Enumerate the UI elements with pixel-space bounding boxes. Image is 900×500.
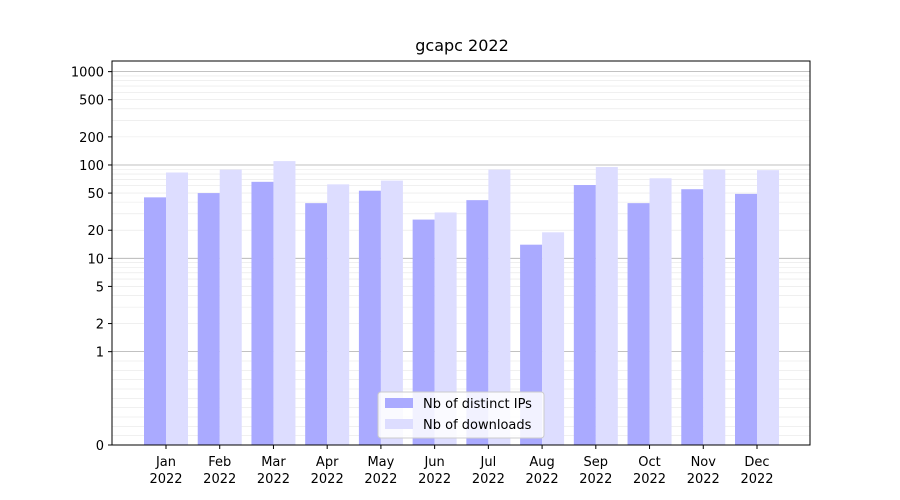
y-tick-label: 100	[79, 159, 104, 174]
bar-distinct-ips	[144, 197, 166, 445]
x-tick-label-month: Jan	[155, 455, 176, 470]
x-tick-label-month: Aug	[529, 455, 554, 470]
bar-downloads	[219, 169, 242, 445]
legend-label: Nb of downloads	[423, 418, 532, 433]
x-tick-label-year: 2022	[149, 472, 182, 487]
y-tick-label: 1	[96, 346, 104, 361]
bar-downloads	[649, 178, 672, 445]
y-tick-label: 1000	[71, 66, 104, 81]
bar-downloads	[327, 184, 350, 445]
x-tick-label-month: Feb	[208, 455, 231, 470]
x-tick-label-year: 2022	[311, 472, 344, 487]
bar-downloads	[166, 172, 188, 446]
y-tick-label: 0	[96, 439, 104, 454]
x-tick-label-year: 2022	[687, 472, 720, 487]
legend-label: Nb of distinct IPs	[423, 397, 532, 412]
bar-downloads	[542, 232, 565, 445]
x-tick-label-year: 2022	[740, 472, 773, 487]
x-tick-label-year: 2022	[526, 472, 559, 487]
bar-distinct-ips	[627, 203, 650, 445]
x-tick-label-month: Apr	[316, 455, 339, 470]
legend-swatch	[385, 419, 413, 429]
x-tick-label-year: 2022	[472, 472, 505, 487]
y-tick-label: 50	[87, 187, 104, 202]
bar-distinct-ips	[681, 189, 704, 445]
chart-title: gcapc 2022	[415, 36, 509, 55]
bar-distinct-ips	[251, 181, 274, 445]
x-tick-label-year: 2022	[633, 472, 666, 487]
bar-downloads	[757, 170, 779, 445]
bar-distinct-ips	[305, 203, 328, 445]
bar-downloads	[273, 161, 296, 446]
bar-downloads	[703, 169, 726, 445]
x-tick-label-month: May	[367, 455, 394, 470]
y-tick-label: 500	[79, 94, 104, 109]
bar-distinct-ips	[466, 200, 489, 445]
y-tick-label: 5	[96, 280, 104, 295]
bar-downloads	[595, 167, 618, 445]
y-tick-label: 2	[96, 318, 104, 333]
bar-downloads	[380, 180, 403, 445]
x-tick-label-month: Oct	[638, 455, 660, 470]
x-tick-label-month: Jun	[423, 455, 444, 470]
plot-frame	[111, 60, 811, 446]
bar-distinct-ips	[735, 193, 757, 445]
x-tick-label-month: Dec	[744, 455, 769, 470]
bar-distinct-ips	[197, 193, 220, 445]
bar-downloads	[488, 169, 511, 445]
bars-layer	[144, 161, 779, 446]
axes-layer: 0 1 2 5 10 20 50 100 200 500 1000 Jan 2022 Feb 2022 Mar…	[71, 60, 811, 487]
x-tick-label-year: 2022	[364, 472, 397, 487]
y-tick-label: 20	[87, 224, 104, 239]
legend-box	[377, 391, 545, 439]
x-tick-label-year: 2022	[418, 472, 451, 487]
x-tick-label-month: Mar	[261, 455, 286, 470]
x-tick-label-month: Jul	[480, 455, 497, 470]
bar-distinct-ips	[358, 190, 381, 445]
x-tick-label-year: 2022	[579, 472, 612, 487]
y-tick-label: 200	[79, 131, 104, 146]
x-tick-label-year: 2022	[203, 472, 236, 487]
bar-distinct-ips	[573, 185, 596, 445]
chart-legend: Nb of distinct IPs Nb of downloads	[377, 391, 545, 439]
x-tick-label-month: Nov	[691, 455, 717, 470]
y-tick-label: 10	[87, 252, 104, 267]
x-tick-label-year: 2022	[257, 472, 290, 487]
x-tick-label-month: Sep	[584, 455, 609, 470]
legend-swatch	[385, 398, 413, 408]
bar-downloads	[434, 212, 457, 445]
bar-distinct-ips	[412, 219, 435, 445]
